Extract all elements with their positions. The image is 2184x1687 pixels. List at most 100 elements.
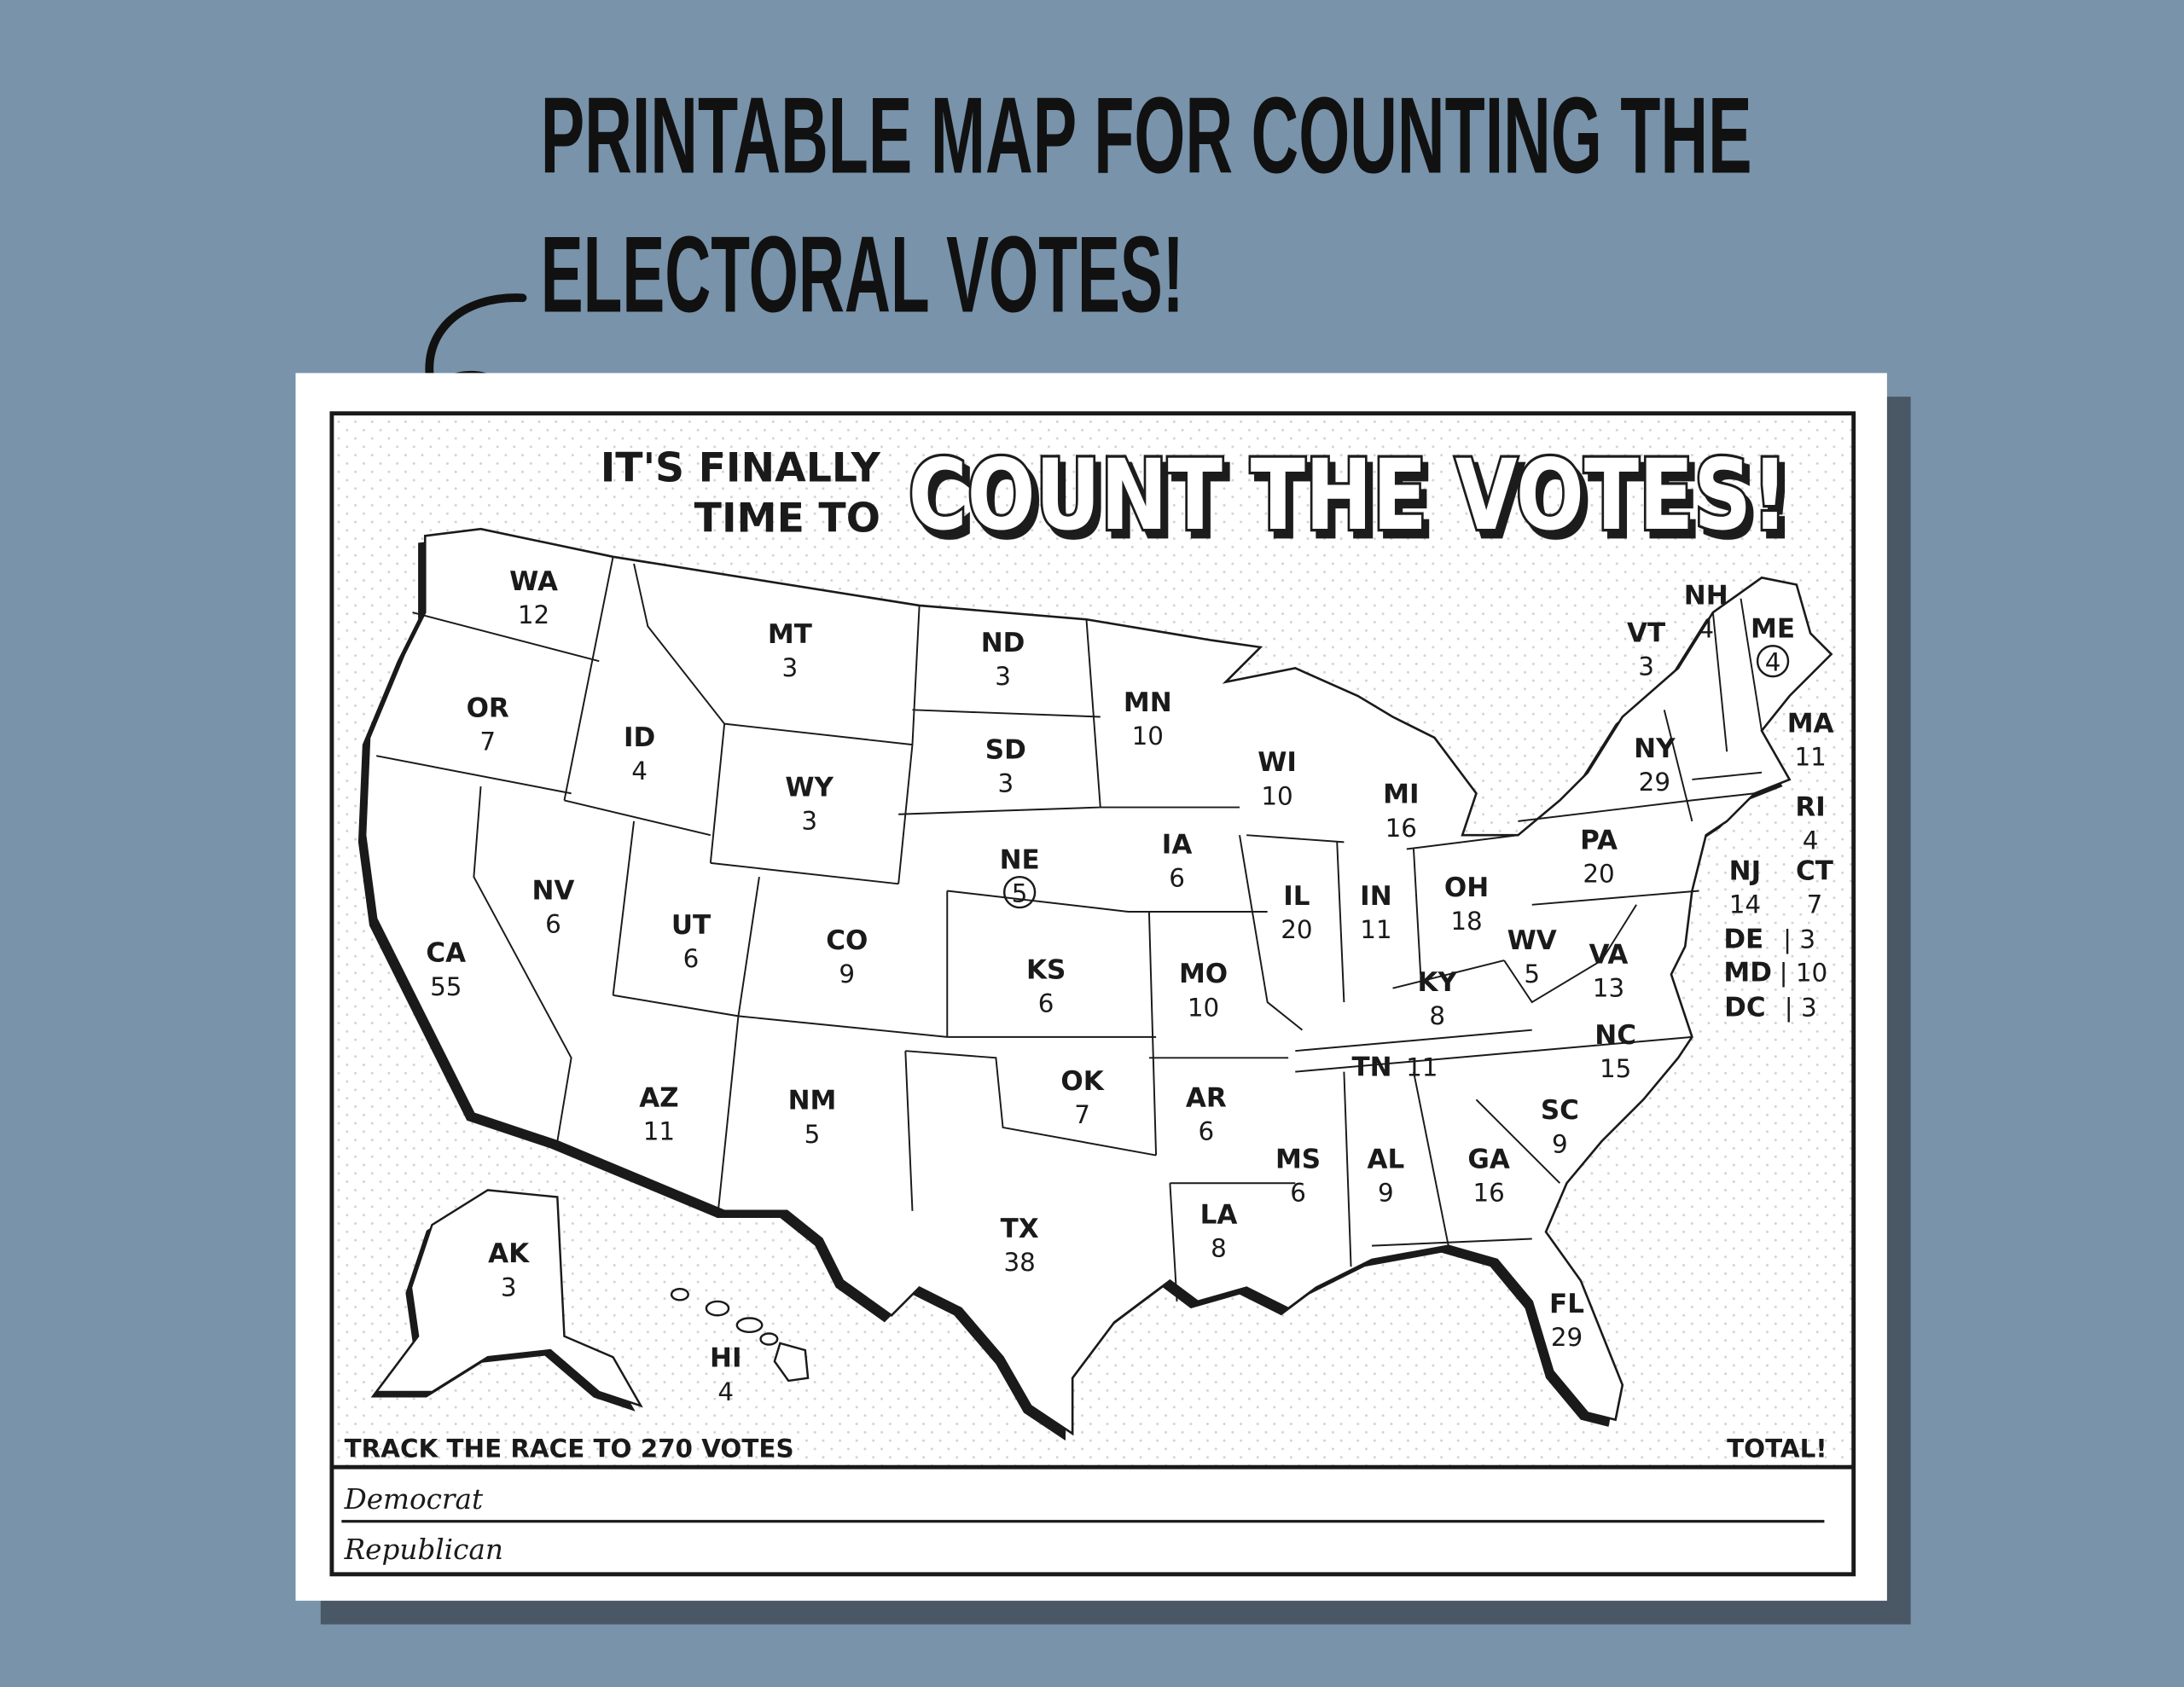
state-votes-sd: 3 xyxy=(997,769,1014,798)
state-label-ga: GA xyxy=(1467,1144,1509,1174)
headline-line-2: ELECTORAL VOTES! xyxy=(541,214,1184,335)
total-label: TOTAL! xyxy=(1727,1435,1827,1464)
state-votes-oh: 18 xyxy=(1450,907,1482,936)
state-label-ct: CT xyxy=(1796,855,1833,886)
state-label-wv: WV xyxy=(1507,925,1557,956)
state-label-wi: WI xyxy=(1258,747,1297,778)
state-votes-fl: 29 xyxy=(1551,1323,1583,1352)
state-votes-nd: 3 xyxy=(995,662,1011,691)
state-label-ar: AR xyxy=(1186,1082,1227,1113)
state-label-il: IL xyxy=(1283,881,1310,912)
state-label-or: OR xyxy=(467,693,509,723)
sheet-title: COUNT THE VOTES! xyxy=(909,438,1788,552)
state-label-nj: NJ xyxy=(1729,855,1761,886)
state-votes-md: | 10 xyxy=(1780,959,1828,988)
state-label-ak: AK xyxy=(488,1238,530,1269)
state-votes-nv: 6 xyxy=(545,909,561,938)
state-label-la: LA xyxy=(1200,1200,1238,1231)
state-label-mi: MI xyxy=(1383,780,1419,810)
state-label-de: DE xyxy=(1723,924,1763,954)
state-votes-sc: 9 xyxy=(1552,1129,1568,1158)
state-votes-or: 7 xyxy=(479,728,496,757)
state-label-al: AL xyxy=(1367,1144,1404,1174)
state-labels: WA12OR7CA55ID4NV6MT3WY3UT6AZ11CO9NM5ND3S… xyxy=(426,566,1833,1406)
state-votes-wy: 3 xyxy=(801,807,817,836)
state-votes-az: 11 xyxy=(643,1117,675,1146)
state-votes-wi: 10 xyxy=(1261,781,1292,810)
state-votes-de: | 3 xyxy=(1783,925,1815,954)
state-label-wa: WA xyxy=(509,566,558,597)
state-label-co: CO xyxy=(826,925,868,956)
state-votes-al: 9 xyxy=(1378,1178,1394,1207)
state-votes-il: 20 xyxy=(1281,915,1312,944)
state-votes-mn: 10 xyxy=(1132,722,1164,751)
state-votes-mt: 3 xyxy=(782,653,799,682)
state-label-mo: MO xyxy=(1179,959,1228,989)
state-label-sc: SC xyxy=(1541,1095,1579,1126)
state-label-ne: NE xyxy=(1000,844,1040,875)
state-label-dc: DC xyxy=(1724,992,1765,1023)
state-votes-me: 4 xyxy=(1765,648,1781,677)
state-votes-mo: 10 xyxy=(1188,993,1219,1022)
lower48-outline xyxy=(363,527,1833,1436)
state-votes-ok: 7 xyxy=(1074,1100,1090,1129)
state-votes-wa: 12 xyxy=(518,600,549,629)
split-vote-circle-ne xyxy=(1002,875,1037,909)
state-label-ri: RI xyxy=(1795,791,1825,822)
state-votes-ut: 6 xyxy=(683,944,700,973)
state-label-fl: FL xyxy=(1549,1289,1584,1319)
state-votes-hi: 4 xyxy=(717,1377,734,1406)
headline-line-1: PRINTABLE MAP FOR COUNTING THE xyxy=(541,74,1752,195)
republican-row-label: Republican xyxy=(344,1533,503,1566)
state-votes-ma: 11 xyxy=(1794,743,1826,772)
state-votes-la: 8 xyxy=(1211,1234,1227,1263)
state-votes-ky: 8 xyxy=(1429,1001,1445,1030)
state-votes-tn: 11 xyxy=(1406,1053,1438,1082)
us-map: WA12OR7CA55ID4NV6MT3WY3UT6AZ11CO9NM5ND3S… xyxy=(357,527,1834,1441)
alaska xyxy=(374,1189,643,1408)
track-label: TRACK THE RACE TO 270 VOTES xyxy=(345,1435,794,1464)
state-votes-nh: 4 xyxy=(1698,614,1714,643)
state-label-ky: KY xyxy=(1417,967,1457,998)
state-votes-ga: 16 xyxy=(1472,1178,1504,1207)
state-label-tx: TX xyxy=(1001,1214,1039,1244)
state-votes-vt: 3 xyxy=(1638,652,1654,681)
hawaii xyxy=(670,1288,810,1383)
state-label-pa: PA xyxy=(1580,826,1618,856)
state-label-mt: MT xyxy=(768,619,812,650)
state-label-in: IN xyxy=(1360,881,1391,912)
state-label-nm: NM xyxy=(788,1086,837,1116)
state-votes-ri: 4 xyxy=(1803,826,1819,855)
state-votes-ct: 7 xyxy=(1807,890,1823,919)
state-votes-va: 13 xyxy=(1593,974,1624,1003)
state-votes-ca: 55 xyxy=(430,972,462,1001)
state-votes-id: 4 xyxy=(631,757,648,786)
state-label-id: ID xyxy=(624,722,655,753)
state-label-sd: SD xyxy=(985,734,1026,765)
state-votes-nm: 5 xyxy=(804,1120,821,1149)
democrat-row-label: Democrat xyxy=(344,1483,484,1516)
state-label-ut: UT xyxy=(671,910,711,941)
state-label-nd: ND xyxy=(981,628,1025,658)
state-votes-dc: | 3 xyxy=(1785,993,1817,1023)
state-votes-ms: 6 xyxy=(1290,1178,1306,1207)
state-label-md: MD xyxy=(1723,958,1772,988)
state-borders xyxy=(375,556,1763,1301)
state-votes-ak: 3 xyxy=(501,1272,517,1301)
state-votes-tx: 38 xyxy=(1003,1248,1035,1277)
state-votes-ia: 6 xyxy=(1169,864,1185,893)
state-label-hi: HI xyxy=(710,1343,741,1374)
state-label-ny: NY xyxy=(1634,733,1676,764)
state-votes-in: 11 xyxy=(1360,915,1391,944)
state-label-nc: NC xyxy=(1594,1020,1636,1051)
state-votes-ar: 6 xyxy=(1198,1117,1214,1146)
state-label-ms: MS xyxy=(1275,1144,1321,1174)
state-label-tn: TN xyxy=(1351,1052,1391,1083)
kicker-line-1: IT'S FINALLY xyxy=(601,445,881,492)
state-label-va: VA xyxy=(1589,939,1629,970)
state-label-vt: VT xyxy=(1627,617,1665,648)
state-label-wy: WY xyxy=(785,773,834,803)
state-label-ia: IA xyxy=(1162,829,1193,860)
split-vote-circle-me xyxy=(1756,645,1790,678)
